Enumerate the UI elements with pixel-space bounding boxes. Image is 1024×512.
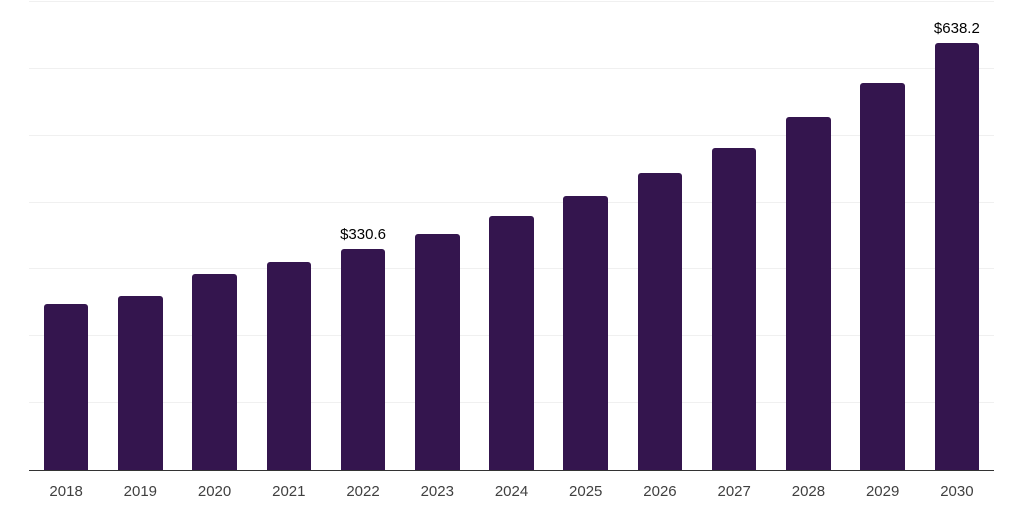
bar-2021: [266, 262, 312, 470]
x-tick-2024: 2024: [494, 483, 529, 500]
bar-2027: [711, 147, 757, 470]
x-tick-2025: 2025: [569, 483, 603, 500]
x-tick-2020: 2020: [197, 483, 232, 500]
x-tick-2022: 2022: [346, 483, 380, 500]
gridline: [29, 1, 994, 2]
x-tick-2029: 2029: [865, 483, 900, 500]
bar-2025: [563, 195, 608, 470]
x-tick-2023: 2023: [420, 483, 454, 500]
gridline: [29, 134, 994, 136]
bar-2024: [489, 216, 534, 470]
bar-2030: [934, 43, 980, 470]
x-tick-2030: 2030: [940, 483, 974, 500]
bar-2026: [637, 173, 683, 470]
gridline: [29, 201, 994, 203]
bar-2029: [860, 82, 905, 470]
bar-2019: [118, 296, 163, 470]
x-tick-2021: 2021: [272, 483, 306, 500]
bar-2020: [192, 273, 237, 470]
x-tick-2026: 2026: [643, 483, 677, 500]
gridline: [29, 67, 994, 69]
x-tick-2027: 2027: [717, 483, 751, 500]
value-label-2030: $638.2: [933, 20, 980, 38]
x-tick-2028: 2028: [791, 483, 826, 500]
bar-2022: [340, 248, 386, 470]
value-label-2022: $330.6: [340, 225, 386, 243]
bar-2028: [786, 117, 831, 470]
x-tick-2018: 2018: [49, 483, 83, 500]
bar-2018: [43, 303, 89, 470]
bar-2023: [415, 233, 460, 470]
x-tick-2019: 2019: [123, 483, 158, 500]
plot-area: $330.6 $638.2: [29, 1, 994, 471]
